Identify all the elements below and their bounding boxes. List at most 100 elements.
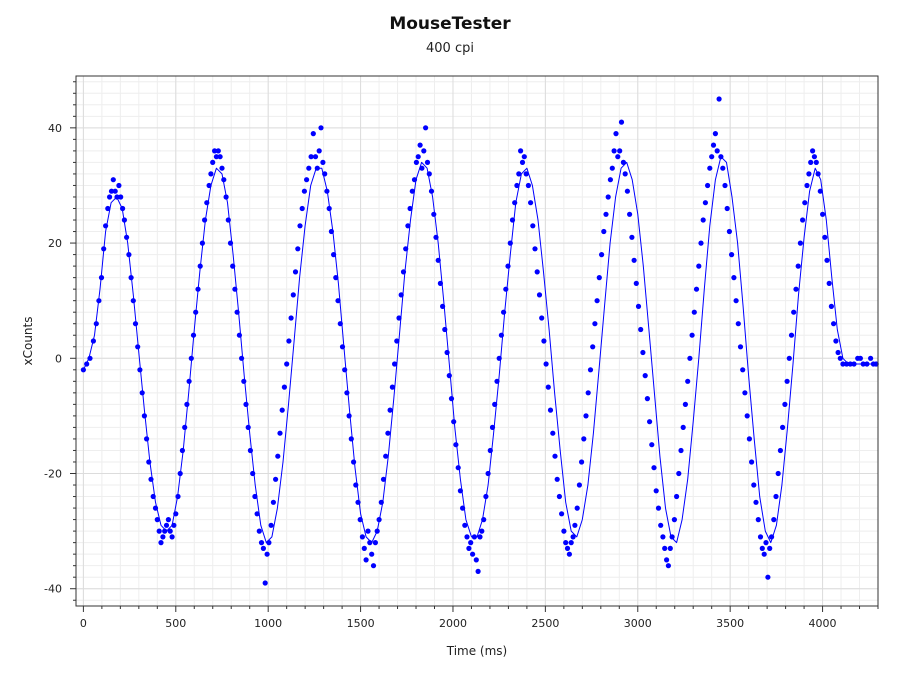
- data-point: [620, 159, 627, 165]
- data-point: [726, 228, 733, 235]
- data-point: [583, 413, 589, 419]
- data-point: [800, 217, 806, 223]
- data-point: [163, 522, 170, 528]
- data-point: [815, 171, 821, 177]
- data-point: [105, 205, 111, 212]
- data-point: [337, 321, 343, 327]
- data-point: [141, 413, 147, 419]
- data-point: [712, 131, 719, 137]
- data-point: [536, 292, 543, 298]
- data-point: [353, 482, 359, 488]
- data-point: [308, 154, 314, 160]
- data-point: [587, 367, 594, 373]
- data-point: [80, 367, 86, 373]
- x-tick-label: 0: [80, 617, 87, 630]
- data-point: [664, 557, 670, 563]
- data-point: [409, 188, 415, 194]
- data-point: [710, 142, 717, 148]
- data-point: [114, 194, 120, 200]
- data-point: [126, 252, 132, 258]
- data-point: [788, 332, 795, 338]
- data-point: [175, 493, 181, 500]
- data-point: [685, 378, 691, 384]
- data-point: [492, 401, 498, 407]
- data-point: [286, 338, 292, 344]
- data-point: [275, 453, 281, 459]
- data-point: [860, 361, 866, 367]
- data-point: [221, 177, 227, 183]
- data-point: [765, 574, 771, 580]
- data-point: [376, 517, 382, 523]
- data-point: [223, 194, 229, 200]
- data-point: [421, 148, 427, 154]
- data-point: [755, 517, 761, 523]
- data-point: [757, 534, 764, 540]
- data-point: [250, 470, 256, 477]
- data-point: [669, 534, 675, 540]
- data-point: [705, 182, 711, 189]
- data-point: [761, 551, 767, 557]
- data-point: [568, 540, 574, 546]
- data-point: [234, 309, 240, 315]
- data-point: [232, 286, 238, 292]
- data-point: [759, 545, 765, 552]
- x-tick-label: 1000: [254, 617, 282, 630]
- data-point: [162, 528, 168, 534]
- data-point: [617, 148, 623, 154]
- data-point: [729, 252, 735, 258]
- data-point: [87, 355, 93, 361]
- data-point: [84, 361, 90, 367]
- data-point: [435, 257, 441, 263]
- data-point: [243, 401, 249, 407]
- data-point: [475, 568, 481, 575]
- data-point: [260, 545, 266, 552]
- data-point: [714, 148, 720, 154]
- data-point: [215, 148, 221, 154]
- data-point: [607, 177, 614, 183]
- data-point: [90, 338, 96, 344]
- data-point: [631, 257, 637, 263]
- data-point: [534, 269, 540, 275]
- data-point: [210, 159, 216, 165]
- data-point: [603, 211, 609, 217]
- data-point: [525, 182, 532, 189]
- data-point: [213, 154, 219, 160]
- x-axis-title: Time (ms): [446, 644, 508, 658]
- data-point: [700, 217, 706, 223]
- data-point: [851, 361, 857, 367]
- data-point: [457, 488, 463, 494]
- data-point: [615, 154, 621, 160]
- data-point: [797, 240, 804, 246]
- data-point: [693, 286, 700, 292]
- data-point: [361, 545, 367, 552]
- data-point: [184, 401, 190, 407]
- data-point: [440, 303, 446, 309]
- data-point: [171, 522, 177, 528]
- data-point: [644, 396, 651, 402]
- y-tick-label: 40: [48, 122, 62, 135]
- data-point: [835, 349, 841, 356]
- data-point: [523, 171, 529, 177]
- data-point: [268, 522, 274, 528]
- data-point: [543, 361, 549, 367]
- data-point: [651, 465, 657, 471]
- data-point: [737, 344, 744, 350]
- data-point: [466, 545, 472, 552]
- data-point: [365, 528, 371, 534]
- data-point: [826, 280, 832, 286]
- data-point: [831, 321, 837, 327]
- x-tick-label: 2500: [531, 617, 559, 630]
- data-point: [344, 390, 350, 396]
- chart-subtitle: 400 cpi: [426, 41, 474, 56]
- data-point: [609, 165, 615, 171]
- data-point: [442, 326, 448, 333]
- data-point: [642, 373, 648, 379]
- data-point: [120, 205, 126, 212]
- data-point: [691, 309, 697, 315]
- data-point: [751, 482, 757, 488]
- data-point: [479, 528, 485, 534]
- data-point: [124, 234, 130, 240]
- data-point: [678, 447, 684, 454]
- plot-area-background: [76, 76, 878, 606]
